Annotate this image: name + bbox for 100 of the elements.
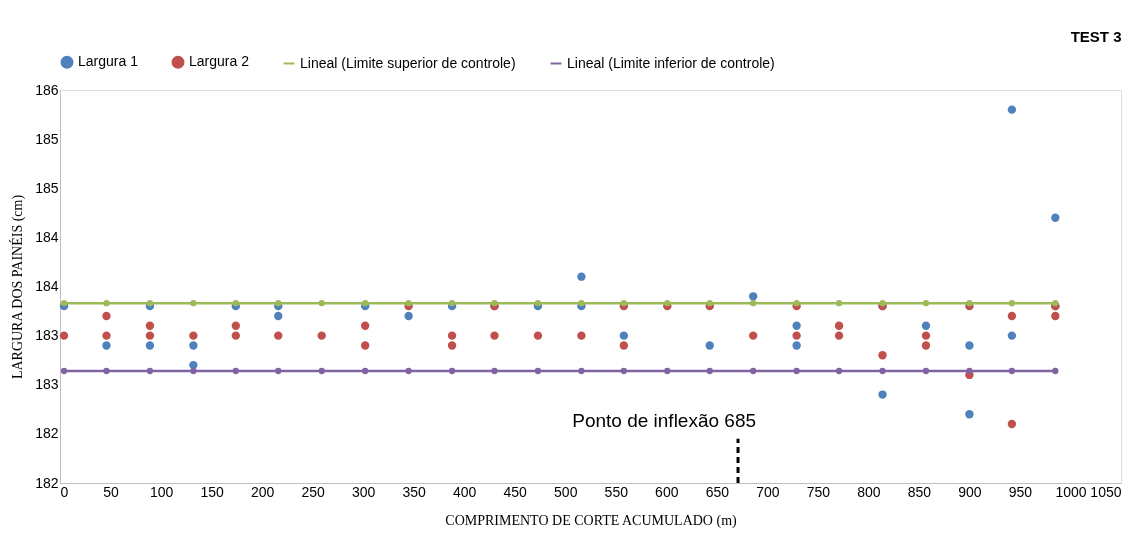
x-tick-label: 550 [604,483,629,500]
point [878,390,887,399]
point [60,300,68,307]
point [705,341,714,350]
x-tick-label: 600 [655,483,679,500]
point [231,321,241,330]
point [792,321,801,330]
point [879,300,886,307]
y-tick-label: 182 [35,425,59,442]
point [922,367,930,375]
point [792,341,801,350]
x-tick-label: 300 [351,483,376,500]
point [189,341,198,350]
point [103,367,110,375]
x-tick-label: 500 [554,483,578,500]
point [1052,300,1059,307]
point [1008,367,1016,375]
point [922,300,930,307]
point [965,410,974,419]
point [664,300,671,307]
point [146,367,154,375]
x-tick-label: 1050 [1090,483,1122,500]
x-tick-label: 100 [149,483,174,500]
point [1008,300,1016,307]
x-tick-label: 900 [958,483,982,500]
y-axis-title: LARGURA DOS PAINÉIS (cm) [9,194,27,380]
x-tick-label: 700 [756,483,780,500]
point [360,341,370,350]
point [317,331,326,340]
x-tick-label: 0 [60,483,69,500]
y-tick-label: 185 [35,179,59,196]
point [619,341,629,350]
point [577,272,586,281]
point [578,367,585,375]
point [793,300,800,307]
legend-label: Lineal (Limite inferior de controle) [567,54,775,71]
y-tick-label: 184 [35,278,59,294]
y-tick-label: 182 [35,474,59,491]
point [145,341,155,350]
x-tick-label: 750 [806,483,831,500]
point [966,367,973,375]
point [189,331,198,340]
point [274,311,283,321]
point [448,367,456,375]
point [102,341,111,350]
point [578,300,585,307]
point [404,311,413,321]
point [706,300,713,307]
y-tick-label: 183 [35,376,59,393]
point [232,367,239,375]
point [274,331,283,340]
point [1007,419,1017,429]
point [1007,105,1017,114]
x-tick-label: 650 [705,483,730,500]
point [834,331,844,340]
point [232,300,239,307]
y-tick-label: 183 [35,327,59,344]
point [966,300,973,307]
point [619,331,629,340]
y-tick-label: 185 [35,130,59,147]
point [879,367,886,375]
point [60,367,68,375]
point [145,321,155,330]
annotation: Ponto de inflexão 685 [572,409,757,431]
point [491,367,498,375]
x-tick-label: 150 [200,483,224,500]
point [447,331,457,340]
point [447,341,457,350]
point [1052,367,1059,375]
legend-label: Lineal (Limite superior de controle) [300,54,516,71]
point [362,300,369,307]
point [921,341,931,350]
x-tick-label: 350 [402,483,427,500]
point [835,367,843,375]
point [318,300,325,307]
point [750,300,757,307]
point [190,300,197,307]
point [146,300,154,307]
point [189,360,198,370]
y-tick-label: 186 [35,81,59,98]
point [921,321,931,330]
point [533,331,543,340]
point [405,367,412,375]
point [102,331,111,340]
x-tick-label: 1000 [1055,483,1087,500]
point [103,300,110,307]
point [448,300,456,307]
point [749,292,758,301]
point [145,331,155,340]
x-tick-label: 400 [453,483,477,500]
x-tick-label: 950 [1008,483,1033,500]
x-tick-label: 450 [503,483,528,500]
point [1007,311,1017,321]
point [664,367,671,375]
point [620,300,628,307]
point [620,367,628,375]
x-tick-label: 850 [907,483,932,500]
legend-label: Largura 1 [78,53,139,70]
point [706,367,713,375]
point [534,300,542,307]
